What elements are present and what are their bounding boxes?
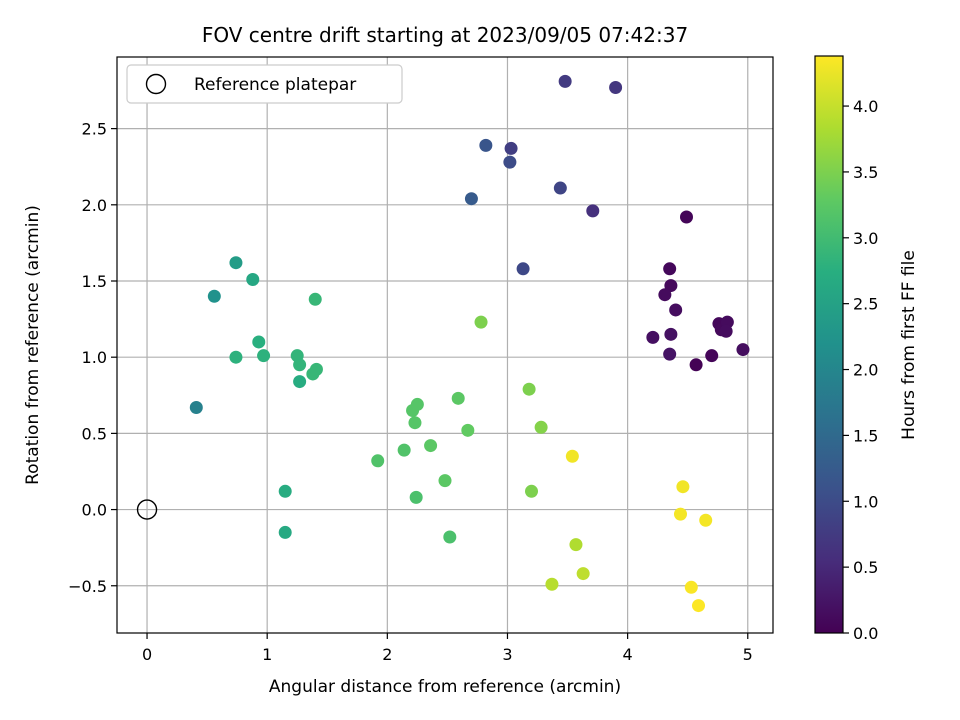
colorbar-gradient <box>814 55 844 634</box>
data-point <box>525 484 539 498</box>
data-point <box>474 315 488 329</box>
grid <box>117 57 773 633</box>
data-point <box>646 330 660 344</box>
data-point <box>397 443 411 457</box>
x-tick-label: 0 <box>142 645 152 664</box>
colorbar-label: Hours from first FF file <box>899 250 919 440</box>
data-points <box>189 74 750 613</box>
data-point <box>664 327 678 341</box>
y-tick-label: 0.0 <box>82 501 107 520</box>
data-point <box>410 397 424 411</box>
data-point <box>451 391 465 405</box>
data-point <box>669 303 683 317</box>
data-point <box>371 454 385 468</box>
data-point <box>663 347 677 361</box>
data-point <box>443 530 457 544</box>
data-point <box>438 474 452 488</box>
data-point <box>461 423 475 437</box>
data-point <box>278 525 292 539</box>
reference-platepar-marker <box>136 499 158 520</box>
data-point <box>293 358 307 372</box>
data-point <box>699 513 713 527</box>
data-point <box>252 335 266 349</box>
y-tick-label: 1.5 <box>82 272 107 291</box>
legend-label-reference: Reference platepar <box>194 75 356 95</box>
x-tick-label: 1 <box>262 645 272 664</box>
colorbar-tick-label: 3.0 <box>853 229 878 248</box>
data-point <box>308 292 322 306</box>
legend-box <box>126 64 403 104</box>
data-point <box>464 192 478 206</box>
data-point <box>565 449 579 463</box>
data-point <box>293 375 307 389</box>
data-point <box>719 324 733 338</box>
legend: Reference platepar <box>126 64 403 104</box>
data-point <box>516 262 530 276</box>
data-point <box>229 256 243 270</box>
data-point <box>679 210 693 224</box>
x-axis-ticks: 0 1 2 3 4 5 <box>142 633 753 664</box>
x-tick-label: 3 <box>502 645 512 664</box>
data-point <box>684 580 698 594</box>
data-point <box>522 382 536 396</box>
colorbar-tick-label: 0.5 <box>853 558 878 577</box>
data-point <box>409 490 423 504</box>
data-point <box>534 420 548 434</box>
y-tick-label: 1.0 <box>82 348 107 367</box>
data-point <box>558 74 572 88</box>
data-point <box>229 350 243 364</box>
data-point <box>569 538 583 552</box>
y-tick-label: 2.5 <box>82 120 107 139</box>
colorbar-tick-label: 0.0 <box>853 624 878 643</box>
x-tick-label: 5 <box>743 645 753 664</box>
colorbar-tick-label: 3.5 <box>853 163 878 182</box>
colorbar: 0.0 0.5 1.0 1.5 2.0 2.5 3.0 3.5 4.0 Hours from f… <box>814 55 919 643</box>
data-point <box>692 599 706 613</box>
data-point <box>736 343 750 357</box>
chart-title: FOV centre drift starting at 2023/09/05 … <box>202 23 688 47</box>
data-point <box>545 577 559 591</box>
plot-frame <box>116 56 774 634</box>
data-point <box>705 349 719 363</box>
y-axis-ticks: −0.5 0.0 0.5 1.0 1.5 2.0 2.5 <box>68 120 117 596</box>
data-point <box>586 204 600 218</box>
colorbar-tick-label: 2.5 <box>853 295 878 314</box>
data-point <box>663 262 677 276</box>
legend-marker-reference <box>145 73 167 95</box>
y-tick-label: 2.0 <box>82 196 107 215</box>
y-axis-label: Rotation from reference (arcmin) <box>23 205 43 485</box>
data-point <box>479 138 493 152</box>
reference-marker <box>136 499 158 520</box>
data-point <box>553 181 567 195</box>
colorbar-ticks: 0.0 0.5 1.0 1.5 2.0 2.5 3.0 3.5 4.0 <box>843 97 878 643</box>
data-point <box>664 279 678 293</box>
data-point <box>503 155 517 169</box>
colorbar-tick-label: 2.0 <box>853 361 878 380</box>
data-point <box>576 567 590 581</box>
x-axis-label: Angular distance from reference (arcmin) <box>269 677 621 697</box>
colorbar-tick-label: 1.5 <box>853 426 878 445</box>
data-point <box>309 362 323 376</box>
colorbar-tick-label: 4.0 <box>853 97 878 116</box>
data-point <box>424 439 438 453</box>
data-point <box>278 484 292 498</box>
y-tick-label: 0.5 <box>82 424 107 443</box>
data-point <box>257 349 271 363</box>
data-point <box>673 507 687 521</box>
data-point <box>189 400 203 414</box>
colorbar-tick-label: 1.0 <box>853 492 878 511</box>
data-point <box>207 289 221 303</box>
x-tick-label: 2 <box>382 645 392 664</box>
y-tick-label: −0.5 <box>68 577 107 596</box>
data-point <box>408 416 422 430</box>
data-point <box>676 480 690 494</box>
data-point <box>689 358 703 372</box>
data-point <box>658 288 672 302</box>
data-point <box>609 80 623 94</box>
data-point <box>246 272 260 286</box>
x-tick-label: 4 <box>623 645 633 664</box>
data-point <box>504 141 518 155</box>
